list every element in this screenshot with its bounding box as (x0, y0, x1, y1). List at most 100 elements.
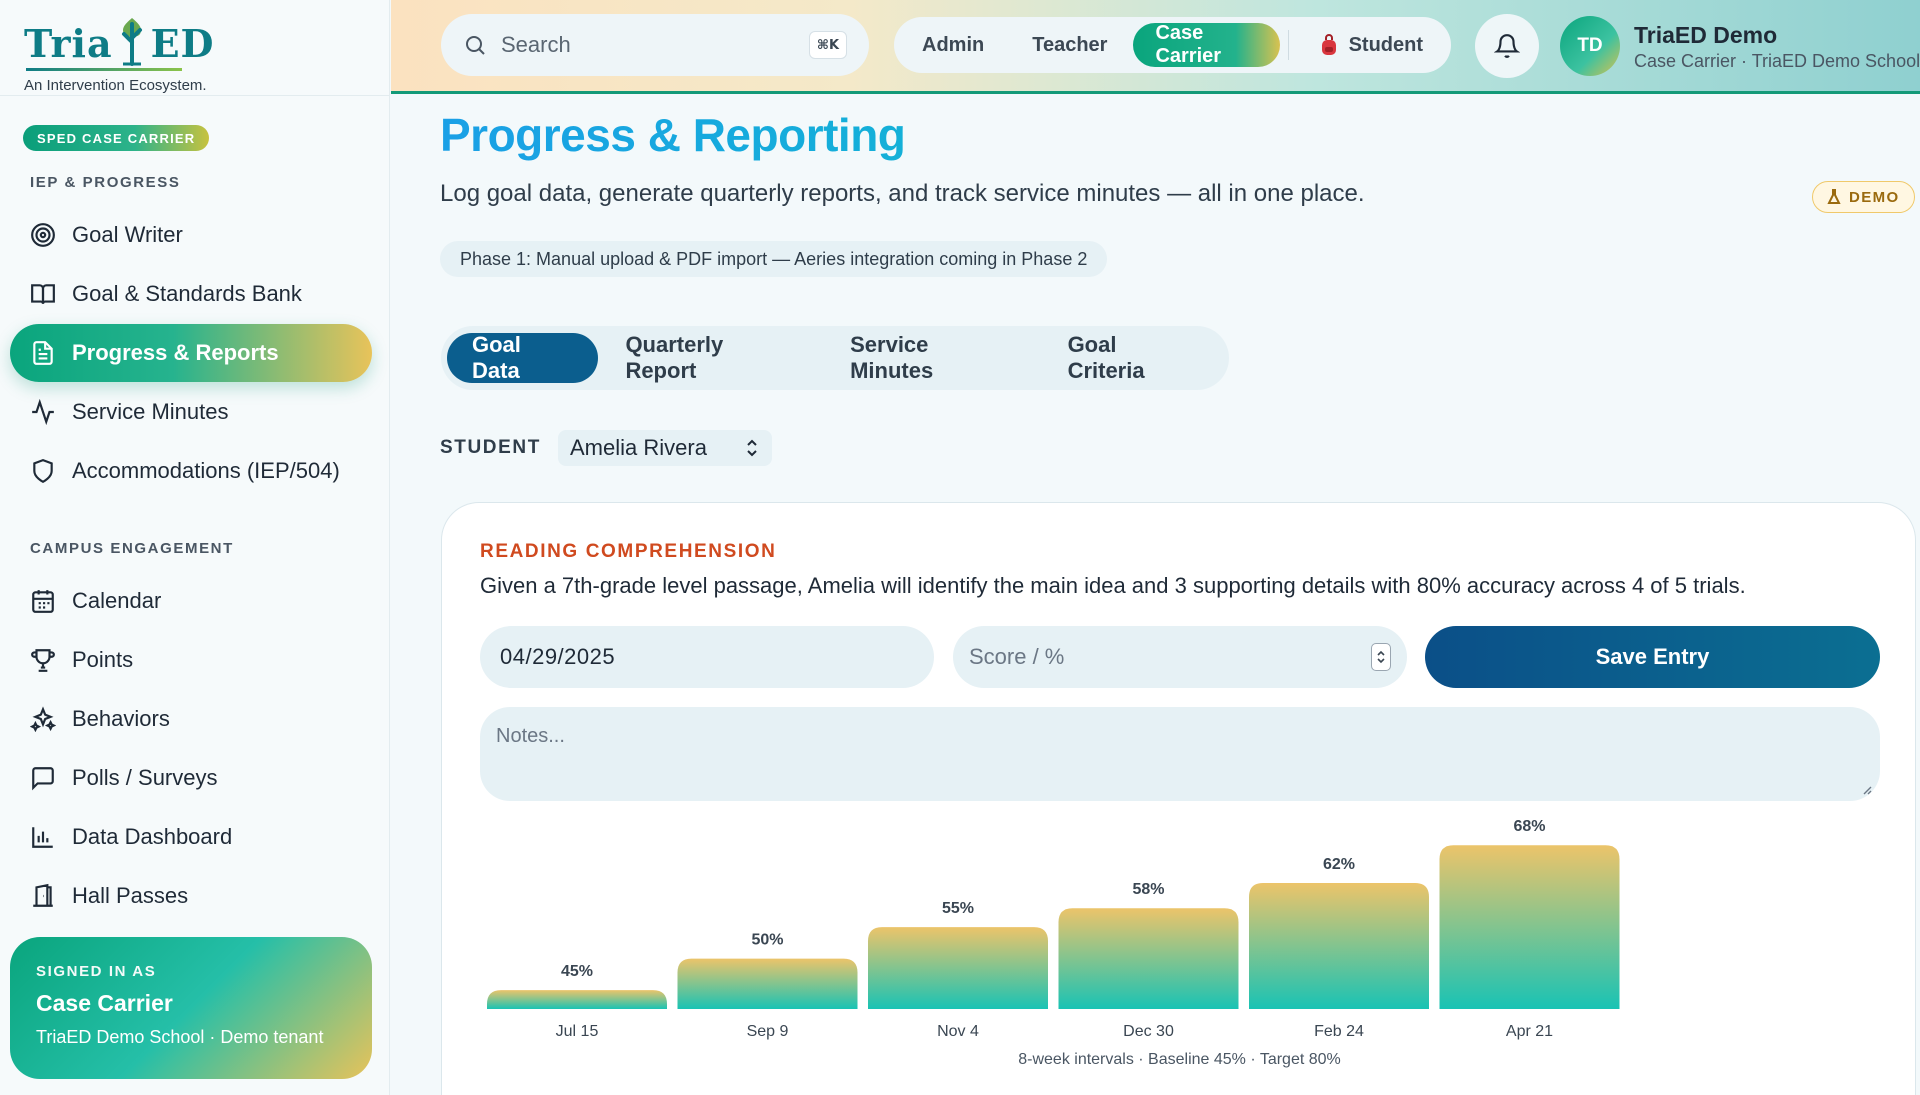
sidebar-item-hall-passes[interactable]: Hall Passes (10, 867, 372, 925)
chart-value-label: 55% (942, 900, 974, 917)
chart-category-label: Sep 9 (747, 1023, 789, 1040)
door-icon (33, 883, 53, 907)
chart-value-label: 68% (1513, 818, 1545, 835)
section-label-campus: CAMPUS ENGAGEMENT (30, 540, 234, 557)
logo-text-right: ED (150, 21, 215, 66)
score-input[interactable]: Score / % (953, 626, 1407, 688)
sidebar-item-service-minutes[interactable]: Service Minutes (10, 383, 372, 441)
search-placeholder: Search (501, 32, 571, 57)
tab-service-minutes[interactable]: Service Minutes (850, 332, 934, 383)
resize-handle-icon[interactable] (1860, 783, 1872, 795)
role-admin[interactable]: Admin (922, 33, 985, 56)
student-label: STUDENT (440, 437, 541, 458)
chart-category-label: Jul 15 (556, 1023, 599, 1040)
chart-value-label: 50% (751, 932, 783, 949)
sidebar-item-accommodations[interactable]: Accommodations (IEP/504) (10, 442, 372, 500)
flask-icon (1827, 189, 1841, 204)
progress-bar-chart: 45% Jul 15 50% Sep 9 55% Nov 4 58% Dec 30 62% Feb… (487, 818, 1620, 1040)
page-title: Progress & Reporting (440, 109, 906, 161)
role-teacher[interactable]: Teacher (1032, 33, 1108, 56)
goal-text: Given a 7th-grade level passage, Amelia … (480, 573, 1746, 598)
sidebar-item-label: Data Dashboard (72, 824, 233, 849)
signed-in-card: SIGNED IN AS Case Carrier TriaED Demo Sc… (10, 937, 372, 1079)
document-icon (33, 341, 53, 365)
search-input[interactable]: Search ⌘K (441, 14, 869, 76)
chart-category-label: Feb 24 (1314, 1023, 1364, 1040)
logo-underline (26, 68, 182, 71)
logo[interactable]: Tria ED (24, 8, 365, 66)
user-subtitle: Case Carrier · TriaED Demo School (1634, 51, 1920, 71)
chart-value-label: 45% (561, 963, 593, 980)
sidebar-item-calendar[interactable]: Calendar (10, 572, 372, 630)
shortcut-hint: ⌘K (809, 31, 847, 59)
search-icon (466, 36, 485, 55)
sidebar-item-polls[interactable]: Polls / Surveys (10, 749, 372, 807)
student-select-value: Amelia Rivera (570, 435, 707, 460)
tagline: An Intervention Ecosystem. (24, 77, 207, 94)
save-entry-button[interactable]: Save Entry (1425, 626, 1880, 688)
chart-category-label: Apr 21 (1506, 1023, 1553, 1040)
date-input[interactable]: 04/29/2025 (480, 626, 934, 688)
signed-in-role: Case Carrier (36, 990, 173, 1016)
chart-bar (487, 990, 667, 1009)
sidebar-item-goal-bank[interactable]: Goal & Standards Bank (10, 265, 372, 323)
role-student-label: Student (1348, 33, 1423, 56)
bell-icon (1494, 34, 1520, 58)
topbar: Search ⌘K Admin Teacher Case Carrier Stu… (391, 0, 1920, 94)
chart-bar (1249, 883, 1429, 1009)
chevron-down-icon (1377, 658, 1385, 664)
sidebar-item-label: Polls / Surveys (72, 765, 218, 790)
chart-category-label: Nov 4 (937, 1023, 979, 1040)
tab-goal-data[interactable]: Goal Data (447, 332, 599, 383)
chart-bar (677, 958, 858, 1009)
book-icon (31, 284, 55, 304)
section-label-iep: IEP & PROGRESS (30, 174, 181, 191)
tab-quarterly-report[interactable]: Quarterly Report (625, 332, 724, 383)
sidebar-item-progress-reports[interactable]: Progress & Reports (10, 324, 372, 382)
tab-goal-criteria[interactable]: Goal Criteria (1067, 332, 1145, 383)
sidebar-item-data-dashboard[interactable]: Data Dashboard (10, 808, 372, 866)
sidebar-item-label: Goal Writer (72, 222, 183, 247)
sidebar-item-label: Progress & Reports (72, 340, 279, 365)
sidebar-item-label: Calendar (72, 588, 162, 613)
signed-in-tenant: TriaED Demo School · Demo tenant (36, 1027, 324, 1047)
demo-badge: DEMO (1812, 181, 1915, 213)
sidebar-item-label: Goal & Standards Bank (72, 281, 302, 306)
goal-card: READING COMPREHENSION Given a 7th-grade … (441, 502, 1916, 1095)
target-icon (31, 223, 55, 247)
goal-area: READING COMPREHENSION (480, 541, 777, 562)
brand: Tria ED An Intervention Ecosystem. (0, 0, 389, 96)
tree-logo-icon (121, 18, 142, 66)
chart-value-label: 58% (1132, 881, 1164, 898)
sidebar-item-behaviors[interactable]: Behaviors (10, 690, 372, 748)
sparkles-icon (30, 706, 56, 732)
avatar[interactable]: TD (1560, 16, 1620, 76)
student-select[interactable]: Amelia Rivera (558, 430, 772, 466)
calendar-icon (32, 590, 54, 613)
notes-textarea[interactable]: Notes... (480, 707, 1880, 801)
chart-bar (868, 927, 1048, 1009)
chart-category-label: Dec 30 (1123, 1023, 1174, 1040)
message-icon (32, 767, 54, 791)
sidebar: Tria ED An Intervention Ecosystem. SPED … (0, 0, 390, 1095)
phase-note: Phase 1: Manual upload & PDF import — Ae… (440, 241, 1108, 277)
sidebar-item-points[interactable]: Points (10, 631, 372, 689)
chevron-up-icon (1377, 650, 1385, 656)
sidebar-item-label: Accommodations (IEP/504) (72, 458, 340, 483)
demo-badge-label: DEMO (1849, 188, 1900, 206)
sidebar-item-label: Behaviors (72, 706, 170, 731)
notifications-button[interactable] (1475, 14, 1539, 78)
notes-placeholder: Notes... (496, 725, 565, 747)
bar-chart-icon (32, 827, 53, 848)
sidebar-item-label: Points (72, 647, 134, 672)
role-student[interactable]: Student (1297, 23, 1445, 67)
score-stepper[interactable] (1371, 643, 1391, 671)
signed-in-label: SIGNED IN AS (36, 963, 157, 980)
role-pill: SPED CASE CARRIER (23, 125, 210, 151)
role-case-carrier[interactable]: Case Carrier (1133, 22, 1280, 67)
sidebar-item-goal-writer[interactable]: Goal Writer (10, 206, 372, 264)
role-switcher: Admin Teacher Case Carrier Student (894, 17, 1451, 73)
logo-text-left: Tria (24, 21, 113, 66)
page-subtitle: Log goal data, generate quarterly report… (440, 180, 1365, 207)
shield-icon (33, 459, 53, 484)
